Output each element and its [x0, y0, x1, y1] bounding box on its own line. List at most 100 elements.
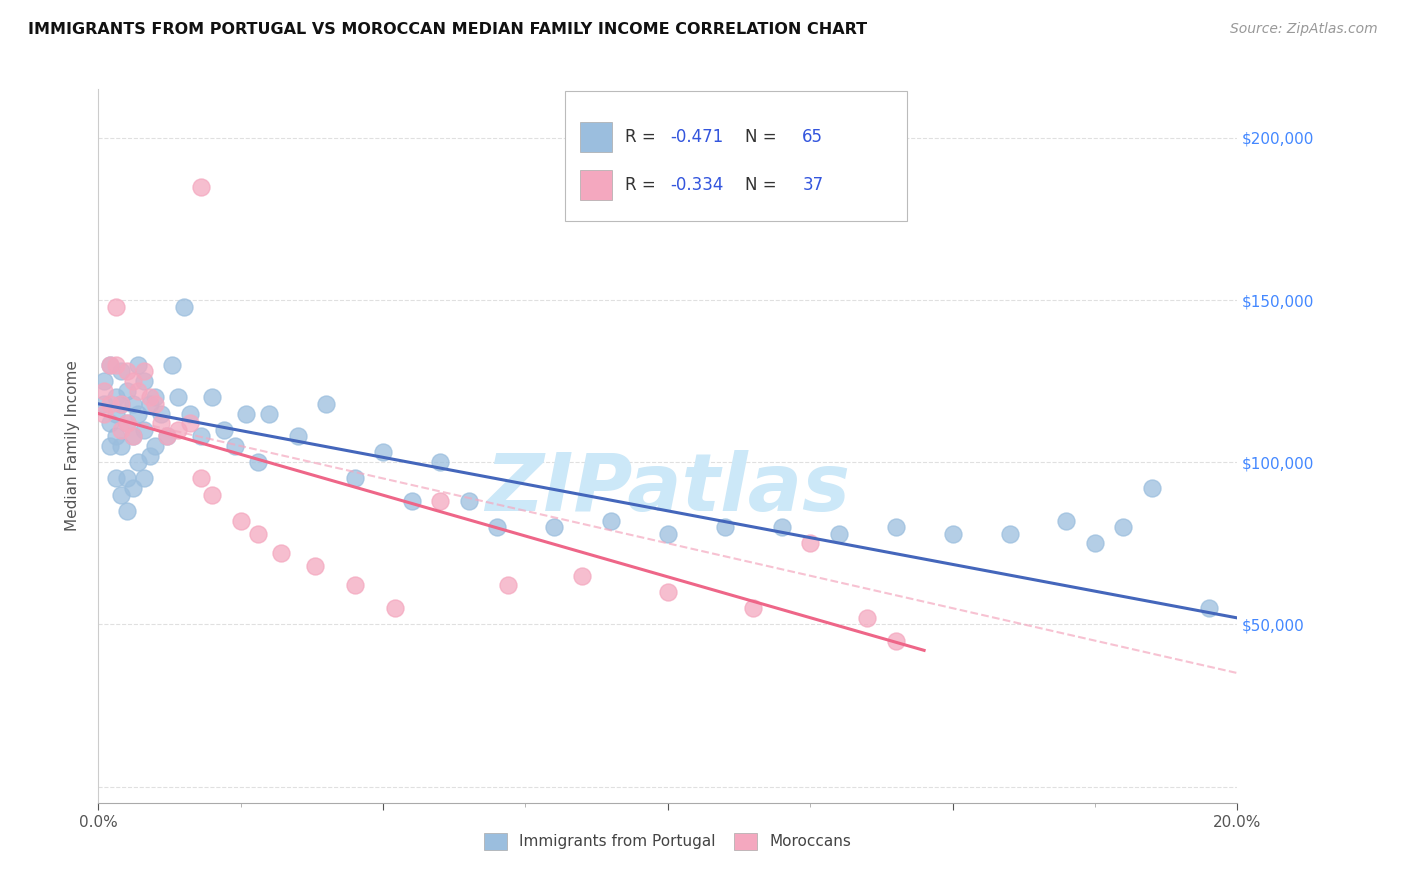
Point	[498, 578, 520, 592]
Point	[132, 471, 155, 485]
Point	[121, 481, 143, 495]
Text: IMMIGRANTS FROM PORTUGAL VS MOROCCAN MEDIAN FAMILY INCOME CORRELATION CHART: IMMIGRANTS FROM PORTUGAL VS MOROCCAN MED…	[28, 22, 868, 37]
Point	[127, 358, 149, 372]
Point	[714, 520, 737, 534]
Point	[201, 390, 224, 404]
Point	[190, 471, 212, 485]
Point	[121, 429, 143, 443]
Point	[212, 423, 235, 437]
Point	[246, 526, 269, 541]
Text: -0.471: -0.471	[671, 128, 723, 146]
Point	[828, 526, 851, 541]
Point	[115, 504, 138, 518]
Point	[127, 455, 149, 469]
Point	[93, 374, 115, 388]
Point	[110, 423, 132, 437]
Point	[104, 471, 127, 485]
Point	[150, 417, 173, 431]
Point	[856, 611, 879, 625]
Point	[127, 407, 149, 421]
FancyBboxPatch shape	[565, 91, 907, 221]
Point	[742, 601, 765, 615]
Text: ZIPatlas: ZIPatlas	[485, 450, 851, 528]
Point	[121, 397, 143, 411]
Point	[179, 417, 201, 431]
Point	[657, 585, 679, 599]
Point	[156, 429, 179, 443]
Point	[884, 633, 907, 648]
Point	[1112, 520, 1135, 534]
Point	[104, 390, 127, 404]
Point	[167, 390, 190, 404]
Text: -0.334: -0.334	[671, 176, 724, 194]
Text: N =: N =	[745, 128, 782, 146]
Point	[1056, 514, 1078, 528]
Point	[657, 526, 679, 541]
Text: 37: 37	[803, 176, 824, 194]
Point	[104, 429, 127, 443]
Point	[115, 384, 138, 398]
Point	[98, 397, 121, 411]
Point	[384, 601, 406, 615]
Point	[429, 494, 451, 508]
Point	[138, 397, 160, 411]
Point	[1084, 536, 1107, 550]
Point	[246, 455, 269, 469]
Point	[315, 397, 337, 411]
Point	[110, 397, 132, 411]
Point	[799, 536, 821, 550]
Point	[884, 520, 907, 534]
Point	[132, 374, 155, 388]
Point	[115, 417, 138, 431]
Point	[115, 417, 138, 431]
Point	[162, 358, 184, 372]
Point	[259, 407, 281, 421]
Point	[373, 445, 395, 459]
Point	[132, 364, 155, 378]
Point	[571, 568, 593, 582]
Point	[115, 364, 138, 378]
Point	[190, 429, 212, 443]
Point	[93, 407, 115, 421]
Point	[138, 390, 160, 404]
Point	[145, 397, 167, 411]
Point	[145, 390, 167, 404]
Point	[1140, 481, 1163, 495]
Point	[167, 423, 190, 437]
Point	[104, 300, 127, 314]
Point	[998, 526, 1021, 541]
Point	[115, 471, 138, 485]
Point	[401, 494, 423, 508]
Point	[429, 455, 451, 469]
Point	[98, 358, 121, 372]
Point	[138, 449, 160, 463]
Text: 65: 65	[803, 128, 824, 146]
Legend: Immigrants from Portugal, Moroccans: Immigrants from Portugal, Moroccans	[478, 827, 858, 855]
Point	[179, 407, 201, 421]
Y-axis label: Median Family Income: Median Family Income	[65, 360, 80, 532]
Point	[98, 417, 121, 431]
Point	[104, 358, 127, 372]
Point	[486, 520, 509, 534]
Point	[93, 384, 115, 398]
Point	[132, 423, 155, 437]
Point	[98, 439, 121, 453]
Point	[110, 397, 132, 411]
Point	[1198, 601, 1220, 615]
Point	[145, 439, 167, 453]
Point	[150, 407, 173, 421]
Text: N =: N =	[745, 176, 782, 194]
FancyBboxPatch shape	[581, 122, 612, 152]
Point	[93, 397, 115, 411]
Point	[224, 439, 246, 453]
Point	[270, 546, 292, 560]
Point	[121, 429, 143, 443]
Point	[110, 364, 132, 378]
Point	[287, 429, 309, 443]
Point	[190, 179, 212, 194]
Point	[457, 494, 479, 508]
Point	[770, 520, 793, 534]
Point	[121, 374, 143, 388]
Point	[235, 407, 257, 421]
FancyBboxPatch shape	[581, 169, 612, 200]
